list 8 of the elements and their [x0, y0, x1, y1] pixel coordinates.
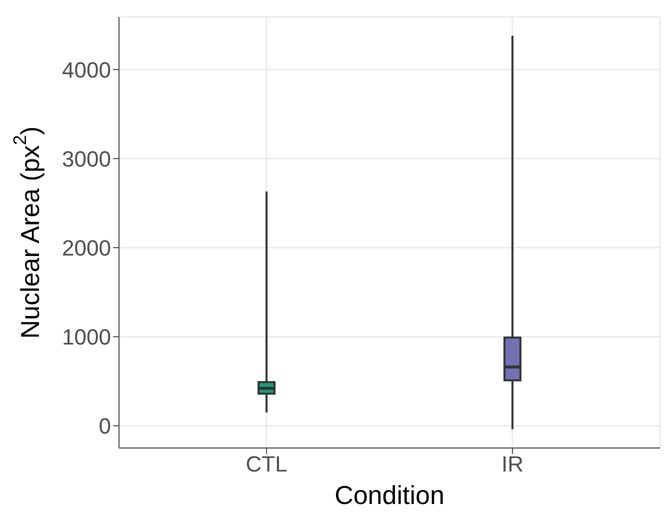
x-tick-label: IR — [501, 452, 524, 477]
y-tick-label: 4000 — [62, 57, 111, 82]
y-tick-label: 3000 — [62, 146, 111, 172]
y-tick-label: 2000 — [62, 235, 111, 260]
y-tick-label: 0 — [98, 414, 111, 439]
x-axis-title: Condition — [334, 480, 444, 510]
x-tick-label: CTL — [246, 452, 288, 477]
y-tick-label: 1000 — [62, 324, 111, 350]
